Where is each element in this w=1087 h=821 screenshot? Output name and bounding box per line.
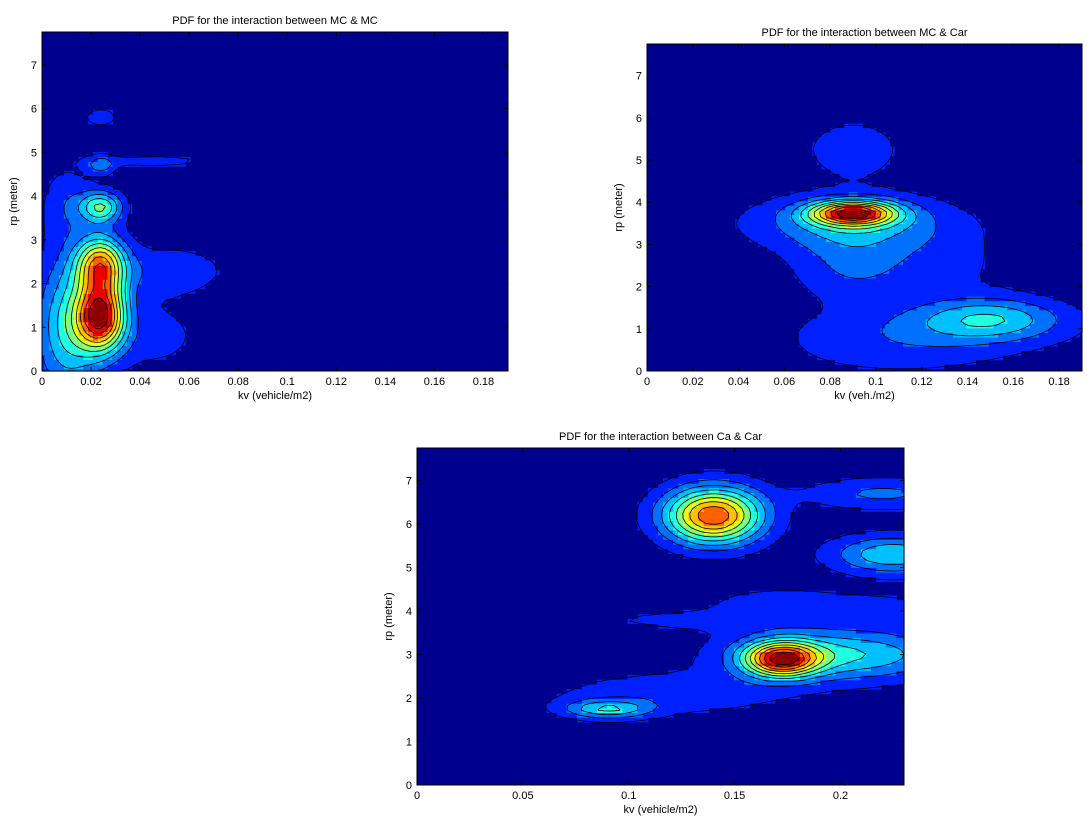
- contour-fill: [735, 123, 1083, 370]
- x-tick-label: 0: [414, 790, 420, 802]
- x-tick-label: 0.02: [80, 376, 101, 388]
- y-tick-label: 4: [636, 197, 642, 209]
- x-tick-label: 0.05: [512, 790, 533, 802]
- y-axis-label: rp (meter): [8, 177, 20, 225]
- x-tick-label: 0.02: [682, 376, 703, 388]
- axes-box: [416, 447, 905, 786]
- y-tick-label: 3: [31, 235, 37, 247]
- x-tick-label: 0.06: [178, 376, 199, 388]
- y-tick-label: 6: [636, 113, 642, 125]
- y-tick-label: 2: [406, 693, 412, 705]
- x-tick-label: 0.16: [424, 376, 445, 388]
- chart-title: PDF for the interaction between MC & MC: [172, 15, 377, 27]
- contour-lines: [736, 124, 1083, 370]
- x-tick-label: 0.06: [774, 376, 795, 388]
- x-tick-label: 0.1: [868, 376, 883, 388]
- y-tick-label: 0: [31, 366, 37, 378]
- y-tick-label: 5: [636, 155, 642, 167]
- x-tick-label: 0.04: [728, 376, 749, 388]
- x-tick-label: 0.14: [957, 376, 978, 388]
- y-tick-label: 7: [406, 476, 412, 488]
- y-tick-label: 3: [406, 650, 412, 662]
- x-tick-label: 0.16: [1003, 376, 1024, 388]
- x-axis-label: kv (vehicle/m2): [238, 390, 312, 402]
- x-tick-label: 0.14: [375, 376, 396, 388]
- y-axis-label: rp (meter): [383, 592, 395, 640]
- y-tick-label: 7: [31, 60, 37, 72]
- y-tick-label: 0: [636, 366, 642, 378]
- y-tick-label: 2: [31, 279, 37, 291]
- x-tick-label: 0.04: [129, 376, 150, 388]
- contour-lines: [545, 470, 905, 723]
- x-tick-label: 0.18: [1048, 376, 1069, 388]
- y-tick-label: 5: [406, 563, 412, 575]
- x-tick-label: 0.2: [833, 790, 848, 802]
- y-tick-label: 5: [31, 147, 37, 159]
- plot-mc-car: 0 0.02 0.04 0.06 0.08 0.1 0.12 0.14 0.16 0.18 0 1 2 3…: [613, 27, 1083, 402]
- y-tick-label: 0: [406, 780, 412, 792]
- axes-box: [646, 43, 1083, 372]
- y-tick-label: 4: [406, 606, 412, 618]
- x-tick-label: 0: [39, 376, 45, 388]
- y-tick-label: 4: [31, 191, 37, 203]
- x-tick-label: 0.1: [621, 790, 636, 802]
- y-tick-label: 1: [406, 737, 412, 749]
- chart-title: PDF for the interaction between Ca & Car: [559, 431, 762, 443]
- x-tick-label: 0.08: [819, 376, 840, 388]
- y-tick-label: 6: [406, 519, 412, 531]
- y-tick-label: 2: [636, 282, 642, 294]
- plot-ca-car: 0 0.05 0.1 0.15 0.2 0 1 2 3 4 5 6 7 PDF for the inter…: [383, 431, 905, 816]
- x-tick-label: 0.18: [473, 376, 494, 388]
- x-tick-label: 0: [644, 376, 650, 388]
- y-tick-label: 7: [636, 71, 642, 83]
- x-tick-label: 0.1: [280, 376, 295, 388]
- x-tick-label: 0.15: [724, 790, 745, 802]
- axes-box: [41, 31, 509, 372]
- y-tick-label: 3: [636, 239, 642, 251]
- y-tick-label: 1: [31, 322, 37, 334]
- chart-title: PDF for the interaction between MC & Car: [761, 27, 967, 39]
- x-axis-label: kv (veh./m2): [834, 390, 895, 402]
- x-tick-label: 0.12: [326, 376, 347, 388]
- x-tick-label: 0.12: [911, 376, 932, 388]
- y-tick-label: 1: [636, 324, 642, 336]
- x-tick-label: 0.08: [227, 376, 248, 388]
- contour-lines: [41, 109, 218, 372]
- y-axis-label: rp (meter): [613, 183, 625, 231]
- y-tick-label: 6: [31, 104, 37, 116]
- plot-mc-mc: 0 0.02 0.04 0.06 0.08 0.1 0.12 0.14 0.16 0.18 0 1 2 3…: [8, 15, 509, 402]
- x-axis-label: kv (vehicle/m2): [624, 804, 698, 816]
